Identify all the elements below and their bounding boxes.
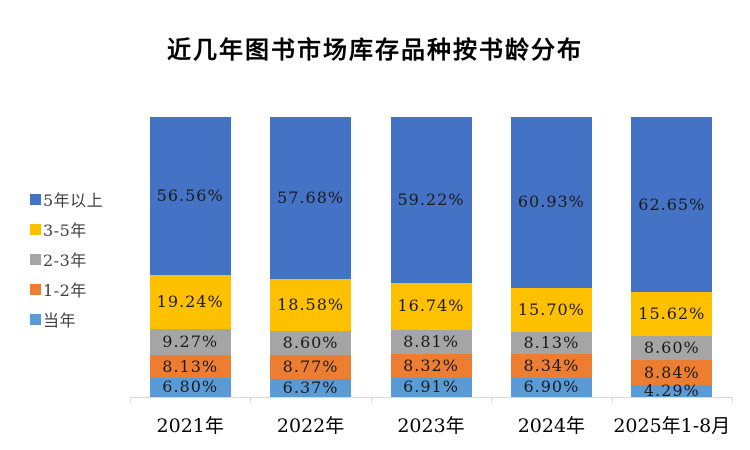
data-label: 6.90% [523, 377, 580, 397]
bar-segment: 8.60% [631, 336, 713, 361]
bar-segment: 6.37% [270, 378, 352, 398]
data-label: 57.68% [277, 187, 345, 207]
axis-tick [370, 397, 372, 403]
bar-segment: 59.22% [390, 117, 472, 283]
bar-segment: 6.80% [149, 377, 231, 397]
category-label: 2025年1-8月 [613, 415, 731, 437]
bar-segment: 4.29% [631, 380, 713, 400]
bar-segment: 8.60% [270, 330, 352, 355]
legend-swatch-icon [30, 253, 41, 265]
data-label: 60.93% [517, 192, 585, 212]
chart-legend: 5年以上 3-5年 2-3年 1-2年当年 [30, 184, 103, 334]
bar-segment: 62.65% [631, 117, 713, 293]
legend-item: 5年以上 [30, 184, 103, 214]
axis-tick [611, 397, 613, 403]
legend-item: 2-3年 [30, 244, 103, 274]
stacked-bar: 59.22% 16.74% 8.81% 8.32% 6.91% [390, 117, 472, 397]
legend-swatch-icon [30, 193, 41, 205]
category-label: 2023年 [397, 415, 465, 437]
bar-segment: 56.56% [149, 117, 231, 276]
data-label: 8.84% [643, 362, 700, 382]
data-label: 19.24% [156, 292, 224, 312]
bar-segment: 16.74% [390, 282, 472, 330]
bar-segment: 8.13% [510, 331, 592, 355]
data-label: 8.60% [643, 338, 700, 358]
legend-item: 当年 [30, 304, 103, 334]
bar-segment: 9.27% [149, 329, 231, 356]
data-label: 15.62% [638, 304, 706, 324]
bar-segment: 8.32% [390, 354, 472, 378]
axis-tick [732, 397, 733, 403]
x-axis-line [130, 397, 733, 398]
bar-segment: 60.93% [510, 117, 592, 288]
stacked-bar: 60.93% 15.70% 8.13% 8.34% 6.90% [510, 117, 592, 397]
data-label: 62.65% [638, 194, 706, 214]
data-label: 6.80% [162, 377, 219, 397]
legend-item: 3-5年 [30, 214, 103, 244]
legend-label: 3-5年 [43, 221, 87, 240]
bar-segment: 8.77% [270, 354, 352, 380]
category-label: 2024年 [517, 415, 586, 437]
data-label: 6.91% [403, 377, 459, 397]
axis-tick [130, 397, 131, 403]
data-label: 15.70% [517, 299, 585, 319]
data-label: 8.81% [403, 332, 459, 351]
bar-segment: 19.24% [149, 275, 231, 330]
stacked-bar: 56.56% 19.24% 9.27% 8.13% 6.80% [149, 117, 231, 397]
data-label: 8.34% [523, 355, 580, 375]
data-label: 9.27% [162, 332, 219, 352]
legend-label: 2-3年 [43, 251, 87, 270]
x-axis-labels: 2021年 2022年 2023年 2024年 2025年1-8月 [130, 411, 732, 439]
legend-swatch-icon [30, 313, 41, 325]
data-label: 59.22% [397, 189, 465, 209]
data-label: 8.32% [403, 355, 459, 375]
category-label: 2022年 [276, 415, 345, 437]
data-label: 4.29% [643, 380, 700, 400]
bar-segment: 57.68% [270, 117, 352, 279]
bar-segment: 8.81% [390, 329, 472, 355]
legend-item: 1-2年 [30, 274, 103, 304]
plot-area: 56.56% 19.24% 9.27% 8.13% 6.80% 57.68% 18.58% 8… [130, 117, 732, 400]
bar-segment: 8.13% [149, 355, 231, 378]
category-label: 2021年 [156, 415, 224, 437]
bar-segment: 15.70% [510, 287, 592, 332]
chart-title: 近几年图书市场库存品种按书龄分布 [167, 35, 583, 64]
stacked-bar: 57.68% 18.58% 8.60% 8.77% 6.37% [270, 117, 352, 398]
data-label: 56.56% [156, 186, 224, 206]
bar-segment: 15.62% [631, 292, 713, 337]
axis-tick [491, 397, 493, 403]
legend-swatch-icon [30, 283, 41, 295]
data-label: 8.60% [282, 332, 339, 352]
data-label: 18.58% [277, 294, 345, 314]
legend-label: 1-2年 [43, 281, 87, 300]
data-label: 8.77% [282, 356, 339, 376]
data-label: 8.13% [162, 356, 219, 376]
bar-segment: 6.91% [390, 377, 472, 397]
data-label: 8.13% [523, 332, 580, 352]
axis-tick [250, 397, 252, 403]
bar-segment: 6.90% [510, 377, 592, 397]
legend-label: 当年 [43, 311, 77, 330]
bar-segment: 8.34% [510, 354, 592, 378]
data-label: 16.74% [397, 296, 465, 316]
bar-segment: 18.58% [270, 278, 352, 331]
legend-label: 5年以上 [43, 191, 104, 210]
bar-segment: 8.84% [631, 360, 713, 385]
stacked-bar: 62.65% 15.62% 8.60% 8.84% 4.29% [631, 117, 713, 400]
data-label: 6.37% [282, 378, 339, 398]
legend-swatch-icon [30, 223, 41, 235]
